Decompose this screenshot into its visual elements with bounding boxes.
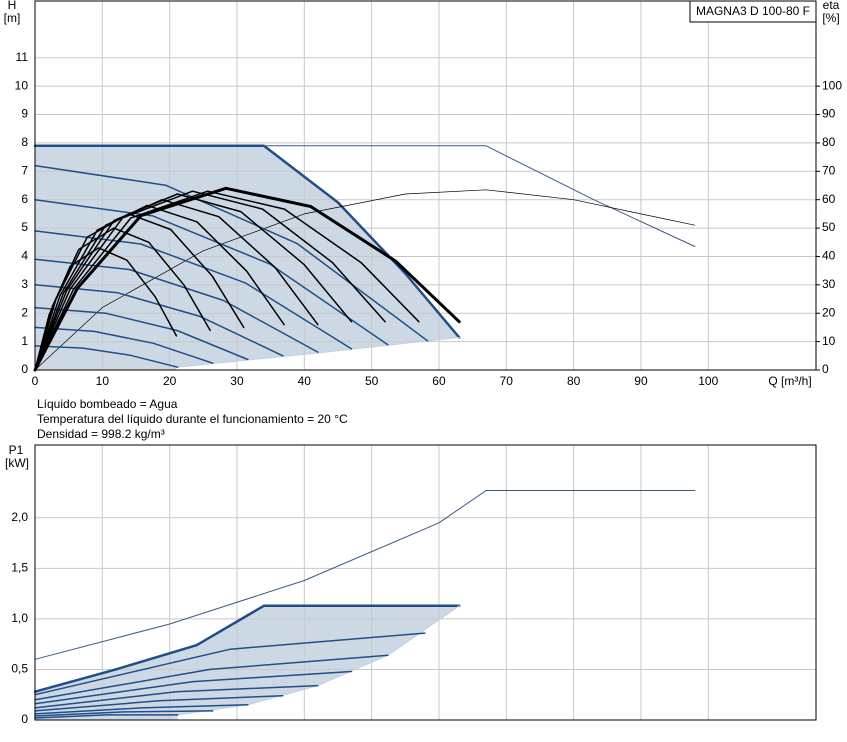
- y-tick-label: 0: [21, 712, 28, 726]
- y-tick-label: 4: [21, 249, 28, 263]
- curve: [34, 204, 285, 371]
- x-tick-label: 60: [432, 374, 446, 388]
- y-tick-label: 6: [21, 192, 28, 206]
- note: Temperatura del líquido durante el funci…: [37, 412, 348, 426]
- legend-text: MAGNA3 D 100-80 F: [696, 4, 810, 18]
- curve: [34, 684, 319, 709]
- curve: [34, 654, 389, 701]
- y-unit: [kW]: [5, 456, 29, 470]
- operating-region: [35, 145, 460, 370]
- x-tick-label: 10: [96, 374, 110, 388]
- curve: [34, 632, 426, 696]
- y2-tick-label: 20: [822, 305, 836, 319]
- curve: [34, 306, 249, 361]
- curve: [175, 336, 460, 368]
- curve: [33, 604, 461, 693]
- curve: [33, 186, 461, 372]
- curve: [34, 326, 214, 364]
- curve: [34, 164, 429, 342]
- plot-frame: [34, 444, 817, 721]
- x-tick-label: 20: [163, 374, 177, 388]
- curve: [34, 714, 179, 719]
- y-tick-label: 1: [21, 334, 28, 348]
- y-unit: [m]: [4, 11, 21, 25]
- x-label: Q [m³/h]: [768, 374, 811, 388]
- curve: [34, 247, 178, 371]
- curve: [34, 704, 249, 715]
- y2-tick-label: 10: [822, 334, 836, 348]
- y2-tick-label: 40: [822, 249, 836, 263]
- y-tick-label: 2: [21, 305, 28, 319]
- y2-tick-label: 100: [822, 78, 842, 92]
- curve: [34, 190, 386, 371]
- curve: [33, 144, 461, 339]
- x-tick-label: 90: [634, 374, 648, 388]
- plot-frame: [34, 0, 817, 371]
- curve: [34, 490, 696, 660]
- curve: [34, 227, 211, 371]
- y-label: H: [8, 0, 17, 12]
- curve: [34, 670, 353, 705]
- y-tick-label: 1,5: [11, 561, 28, 575]
- operating-region: [35, 605, 460, 720]
- x-tick-label: 50: [365, 374, 379, 388]
- curve: [34, 198, 389, 346]
- y-tick-label: 11: [16, 50, 29, 64]
- y2-tick-label: 0: [822, 362, 829, 376]
- y-tick-label: 0: [21, 362, 28, 376]
- curve: [34, 193, 353, 371]
- y-tick-label: 2,0: [11, 510, 28, 524]
- y2-tick-label: 30: [822, 277, 836, 291]
- y2-tick-label: 80: [822, 135, 836, 149]
- y-label: P1: [9, 443, 24, 457]
- y-tick-label: 5: [21, 220, 28, 234]
- y-tick-label: 8: [21, 135, 28, 149]
- x-tick-label: 80: [567, 374, 581, 388]
- curve: [34, 710, 214, 717]
- y2-tick-label: 50: [822, 220, 836, 234]
- legend-box: [689, 0, 817, 23]
- y2-tick-label: 70: [822, 163, 836, 177]
- y-tick-label: 9: [21, 107, 28, 121]
- curve: [34, 694, 284, 712]
- note: Líquido bombeado = Agua: [37, 397, 178, 411]
- x-tick-label: 70: [500, 374, 514, 388]
- curve: [263, 145, 696, 247]
- y-tick-label: 1,0: [11, 611, 28, 625]
- y-tick-label: 10: [15, 78, 29, 92]
- y2-unit: [%]: [822, 11, 839, 25]
- x-tick-label: 40: [298, 374, 312, 388]
- curve: [34, 345, 179, 368]
- curve: [34, 189, 696, 371]
- y2-tick-label: 60: [822, 192, 836, 206]
- x-tick-label: 100: [698, 374, 718, 388]
- curve: [34, 190, 420, 371]
- y2-tick-label: 90: [822, 107, 836, 121]
- y-tick-label: 3: [21, 277, 28, 291]
- y2-label: eta: [823, 0, 840, 12]
- y-tick-label: 7: [21, 163, 28, 177]
- note: Densidad = 998.2 kg/m³: [37, 427, 165, 441]
- x-tick-label: 30: [230, 374, 244, 388]
- y-tick-label: 0,5: [11, 662, 28, 676]
- x-tick-label: 0: [32, 374, 39, 388]
